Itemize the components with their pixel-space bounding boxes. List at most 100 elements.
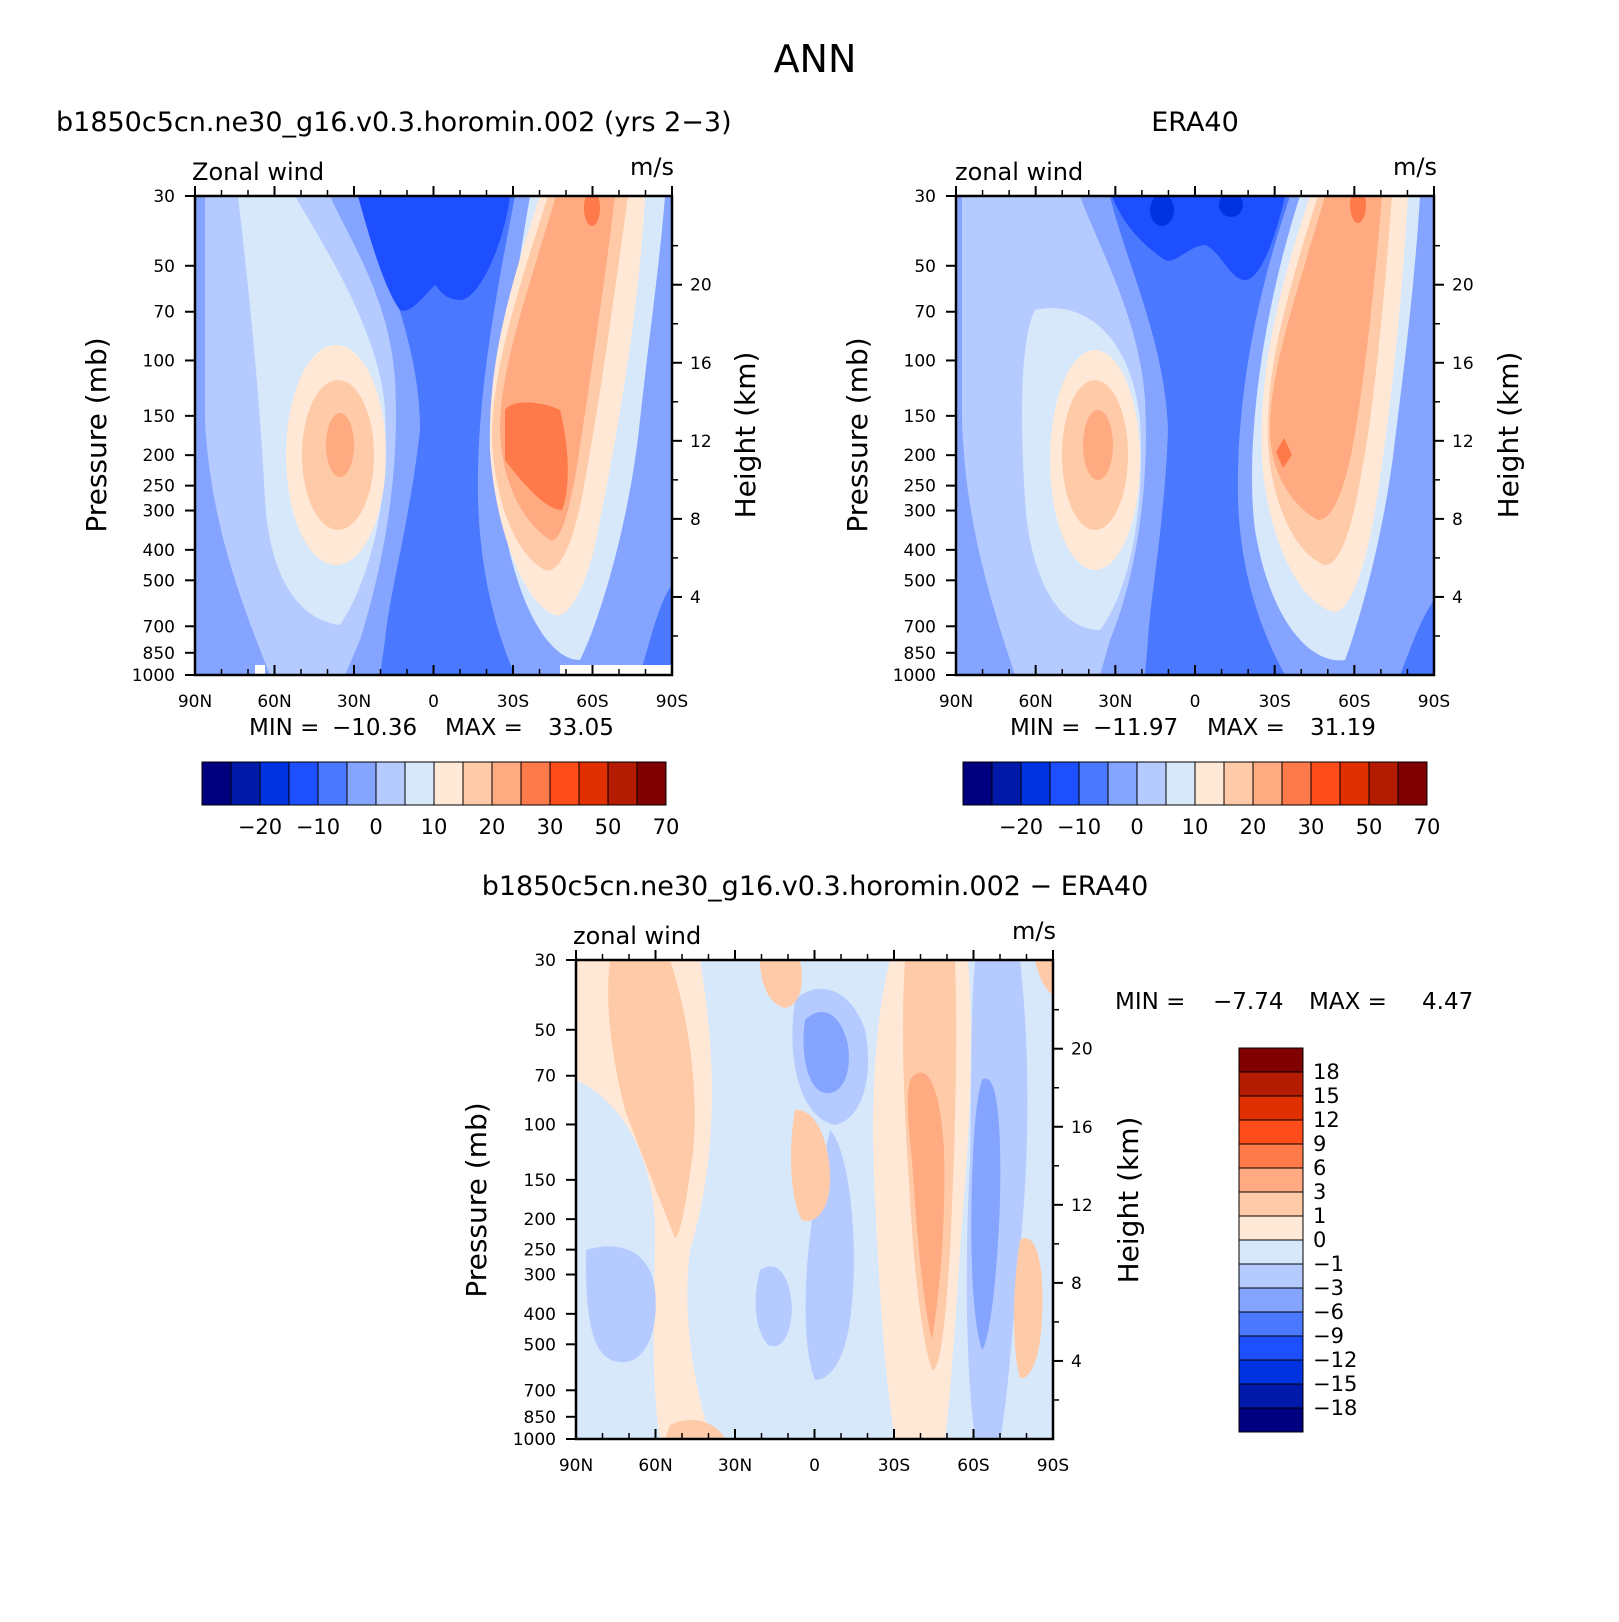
colorbar-label: −18 — [1313, 1396, 1357, 1420]
colorbar-swatch — [520, 761, 551, 806]
panel-obs-units-label: m/s — [1393, 153, 1437, 181]
y-tick-label: 50 — [534, 1021, 556, 1041]
panel-model-colorbar: −20 −10 0 10 20 30 50 70 — [201, 761, 679, 839]
obs-jet-south-inner — [1270, 196, 1382, 520]
y-tick-label: 850 — [904, 644, 936, 664]
obs-jet-north-core — [1083, 410, 1113, 480]
x-tick-label: 90S — [656, 692, 688, 712]
model-missing-data-strip — [560, 665, 672, 675]
x-tick-label: 30N — [337, 692, 371, 712]
x-tick-label: 0 — [809, 1456, 820, 1476]
panel-model: b1850c5cn.ne30_g16.v0.3.horomin.002 (yrs… — [56, 107, 762, 839]
panel-diff: b1850c5cn.ne30_g16.v0.3.horomin.002 − ER… — [460, 871, 1473, 1476]
diff-positive-equator-upper — [760, 960, 802, 1008]
colorbar-swatch — [1368, 761, 1399, 806]
x-tick-label: 60S — [1338, 692, 1370, 712]
panel-diff-axes: 90N 60N 30N 0 30S 60S 90S 30 50 70 100 150 200 250 300… — [513, 950, 1093, 1476]
colorbar-label: 50 — [1356, 815, 1383, 839]
y2-tick-label: 16 — [1452, 354, 1474, 374]
y-tick-label: 400 — [524, 1305, 556, 1325]
y2-tick-label: 12 — [1071, 1196, 1093, 1216]
colorbar-swatch — [1238, 1191, 1304, 1217]
y-tick-label: 100 — [524, 1115, 556, 1135]
colorbar-swatch — [375, 761, 406, 806]
y-tick-label: 30 — [914, 187, 936, 207]
colorbar-label: 70 — [1414, 815, 1441, 839]
colorbar-label: −9 — [1313, 1324, 1344, 1348]
panel-diff-contour-field — [576, 960, 1053, 1439]
y2-tick-label: 16 — [690, 354, 712, 374]
panel-model-variable-label: Zonal wind — [192, 158, 324, 186]
x-tick-label: 60S — [957, 1456, 989, 1476]
panel-model-min-label: MIN = — [249, 715, 319, 741]
panel-diff-min-label: MIN = — [1115, 989, 1185, 1015]
colorbar-label: 50 — [595, 815, 622, 839]
panel-model-ylabel: Pressure (mb) — [80, 337, 113, 532]
x-tick-label: 90S — [1418, 692, 1450, 712]
y-tick-label: 150 — [904, 407, 936, 427]
colorbar-swatch — [1136, 761, 1167, 806]
colorbar-label: −20 — [999, 815, 1043, 839]
panel-diff-max-label: MAX = — [1309, 989, 1387, 1015]
colorbar-swatch — [1238, 1263, 1304, 1289]
x-tick-label: 30N — [718, 1456, 752, 1476]
colorbar-label: 10 — [1182, 815, 1209, 839]
y-tick-label: 50 — [914, 257, 936, 277]
y-tick-label: 150 — [524, 1171, 556, 1191]
colorbar-label: −6 — [1313, 1300, 1344, 1324]
panel-model-axes: 90N 60N 30N 0 30S 60S 90S 30 50 70 100 150 200 250 300… — [132, 186, 712, 712]
obs-jet-south-core-b — [1350, 196, 1366, 223]
panel-obs-colorbar: −20 −10 0 10 20 30 50 70 — [962, 761, 1441, 839]
obs-easterly-core-b — [1219, 196, 1243, 217]
x-tick-label: 90N — [178, 692, 212, 712]
y-tick-label: 700 — [143, 617, 175, 637]
colorbar-label: −12 — [1313, 1348, 1357, 1372]
colorbar-label: 0 — [1130, 815, 1143, 839]
colorbar-swatch — [1281, 761, 1312, 806]
colorbar-swatch — [1252, 761, 1283, 806]
colorbar-swatch — [1310, 761, 1341, 806]
y-tick-label: 100 — [904, 351, 936, 371]
y-tick-label: 200 — [524, 1210, 556, 1230]
colorbar-label: 3 — [1313, 1180, 1326, 1204]
panel-diff-title: b1850c5cn.ne30_g16.v0.3.horomin.002 − ER… — [482, 871, 1149, 902]
colorbar-label: 0 — [1313, 1228, 1326, 1252]
colorbar-swatch — [1223, 761, 1254, 806]
y-tick-label: 70 — [914, 303, 936, 323]
y2-tick-label: 12 — [690, 432, 712, 452]
y-tick-label: 1000 — [513, 1430, 556, 1450]
x-tick-label: 90N — [939, 692, 973, 712]
x-tick-label: 0 — [428, 692, 439, 712]
diff-positive-south-polar-top — [1035, 960, 1053, 995]
obs-easterly-core-a — [1150, 196, 1174, 226]
colorbar-swatch — [491, 761, 522, 806]
panel-obs-min-value: −11.97 — [1093, 715, 1178, 741]
colorbar-swatch — [1238, 1383, 1304, 1409]
y2-tick-label: 8 — [1452, 510, 1463, 530]
colorbar-swatch — [1194, 761, 1225, 806]
panel-diff-variable-label: zonal wind — [573, 922, 701, 950]
y2-tick-label: 16 — [1071, 1118, 1093, 1138]
panel-obs-max-label: MAX = — [1207, 715, 1285, 741]
y-tick-label: 850 — [524, 1408, 556, 1428]
colorbar-swatch — [1238, 1287, 1304, 1313]
panel-diff-min-value: −7.74 — [1213, 989, 1283, 1015]
colorbar-swatch — [1165, 761, 1196, 806]
colorbar-swatch — [1238, 1095, 1304, 1121]
panel-obs-min-label: MIN = — [1010, 715, 1080, 741]
y-tick-label: 500 — [524, 1335, 556, 1355]
model-missing-data-spot — [255, 665, 265, 675]
panel-model-ylabel-right: Height (km) — [729, 352, 762, 519]
colorbar-label: 15 — [1313, 1084, 1340, 1108]
colorbar-swatch — [1238, 1239, 1304, 1265]
colorbar-label: 12 — [1313, 1108, 1340, 1132]
colorbar-label: 30 — [537, 815, 564, 839]
colorbar-swatch — [1049, 761, 1080, 806]
y2-tick-label: 12 — [1452, 432, 1474, 452]
y-tick-label: 850 — [143, 644, 175, 664]
colorbar-swatch — [1238, 1167, 1304, 1193]
colorbar-label: 30 — [1298, 815, 1325, 839]
y-tick-label: 250 — [524, 1241, 556, 1261]
colorbar-swatch — [1238, 1359, 1304, 1385]
